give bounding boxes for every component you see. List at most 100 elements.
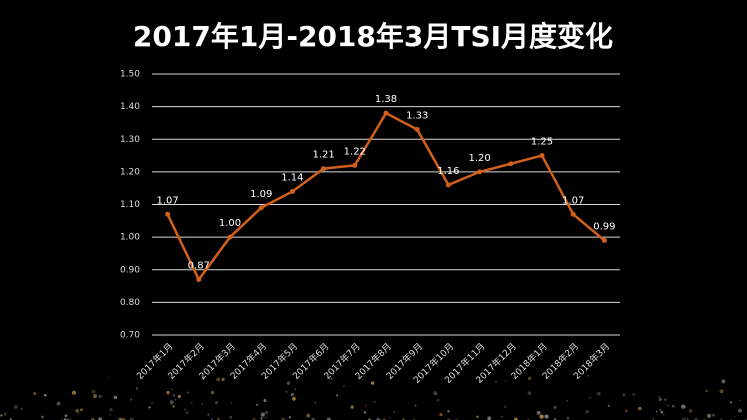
decor-dot [365,405,368,407]
decor-dot [376,417,381,420]
decor-dot [363,409,365,412]
data-label: 1.07 [562,195,584,206]
decor-dot [292,397,296,401]
decor-dot [0,414,3,417]
decor-dot [109,414,111,416]
decor-dot [148,406,151,409]
decor-dot [667,404,669,407]
decor-dot [439,413,443,417]
decor-dot [252,417,256,420]
y-tick-label: 1.50 [120,70,140,80]
decor-dot [98,417,103,420]
data-point [383,110,389,116]
decor-dot [169,400,174,405]
decor-dot [737,408,742,413]
decor-dot [263,398,267,403]
decor-dot [210,390,215,395]
data-label: 1.33 [406,110,428,121]
data-point [414,126,420,132]
data-point [477,169,483,175]
decor-dot [705,389,708,393]
decor-dot [350,405,354,409]
data-label: 1.25 [531,137,553,148]
data-point [227,234,233,240]
decor-dot [64,414,68,418]
decor-dot [216,377,221,382]
y-tick-label: 1.10 [120,200,140,210]
decor-dot [719,389,724,394]
decor-dot [504,380,507,383]
decor-dot [230,402,233,404]
y-tick-label: 1.40 [120,102,140,112]
decor-dot [306,413,311,418]
data-label: 1.00 [219,218,241,229]
decor-dot [108,376,110,379]
decor-dot [113,395,118,400]
decor-dot [151,401,153,404]
decor-dot [123,418,126,420]
decor-dot [281,417,284,420]
decor-dot [504,405,507,408]
decor-dot [587,374,589,377]
data-point [258,205,264,211]
data-label: 0.87 [188,261,210,272]
decor-dot [288,416,292,419]
decor-dot [596,391,601,396]
decor-dot [330,377,333,380]
decor-dot [681,404,686,409]
decor-dot [264,416,267,419]
decor-dot [166,390,170,395]
decor-dot [527,376,532,380]
decor-dot [177,394,181,399]
decor-dot [721,379,726,384]
data-label: 1.16 [437,166,459,177]
decor-dot [363,411,367,414]
decor-dot [682,417,686,420]
decor-dot [41,415,44,419]
decor-dot [93,394,98,399]
decor-dot [585,410,589,414]
decor-dot [80,408,83,411]
data-point [165,211,171,217]
decor-dot [686,417,689,420]
data-point [196,277,202,283]
decor-dot [544,414,549,419]
decor-dot [622,393,626,397]
decor-dot [260,412,265,417]
decor-dot [388,416,391,419]
decor-dot [566,400,568,402]
decor-dot [688,408,693,413]
data-point [570,211,576,217]
decor-dot [3,412,7,416]
y-tick-label: 0.70 [120,331,140,341]
data-label: 1.22 [344,146,366,157]
decor-dot [63,417,67,420]
decor-dot [655,410,658,413]
data-label: 0.99 [593,221,615,232]
data-point [601,237,607,243]
decor-dot [495,381,497,383]
decor-dot [174,398,177,401]
decor-dot [536,410,541,415]
decor-dot [487,416,492,420]
decor-dot [652,418,654,420]
decor-dot [671,404,675,408]
decor-dot [589,396,592,399]
decor-dot [98,394,102,398]
data-point [352,162,358,168]
decor-dot [336,394,339,397]
decor-dot [264,411,268,415]
decor-dot [129,398,133,401]
decor-dot [56,401,61,406]
decor-dot [373,401,376,403]
decor-dot [476,415,479,418]
data-point [289,188,295,194]
decor-dot [658,395,660,398]
data-point [508,161,514,167]
decor-dot [662,413,665,416]
data-label: 1.20 [468,153,490,164]
decor-dot [286,381,291,385]
decor-dot [447,410,450,413]
decor-dot [625,409,628,413]
